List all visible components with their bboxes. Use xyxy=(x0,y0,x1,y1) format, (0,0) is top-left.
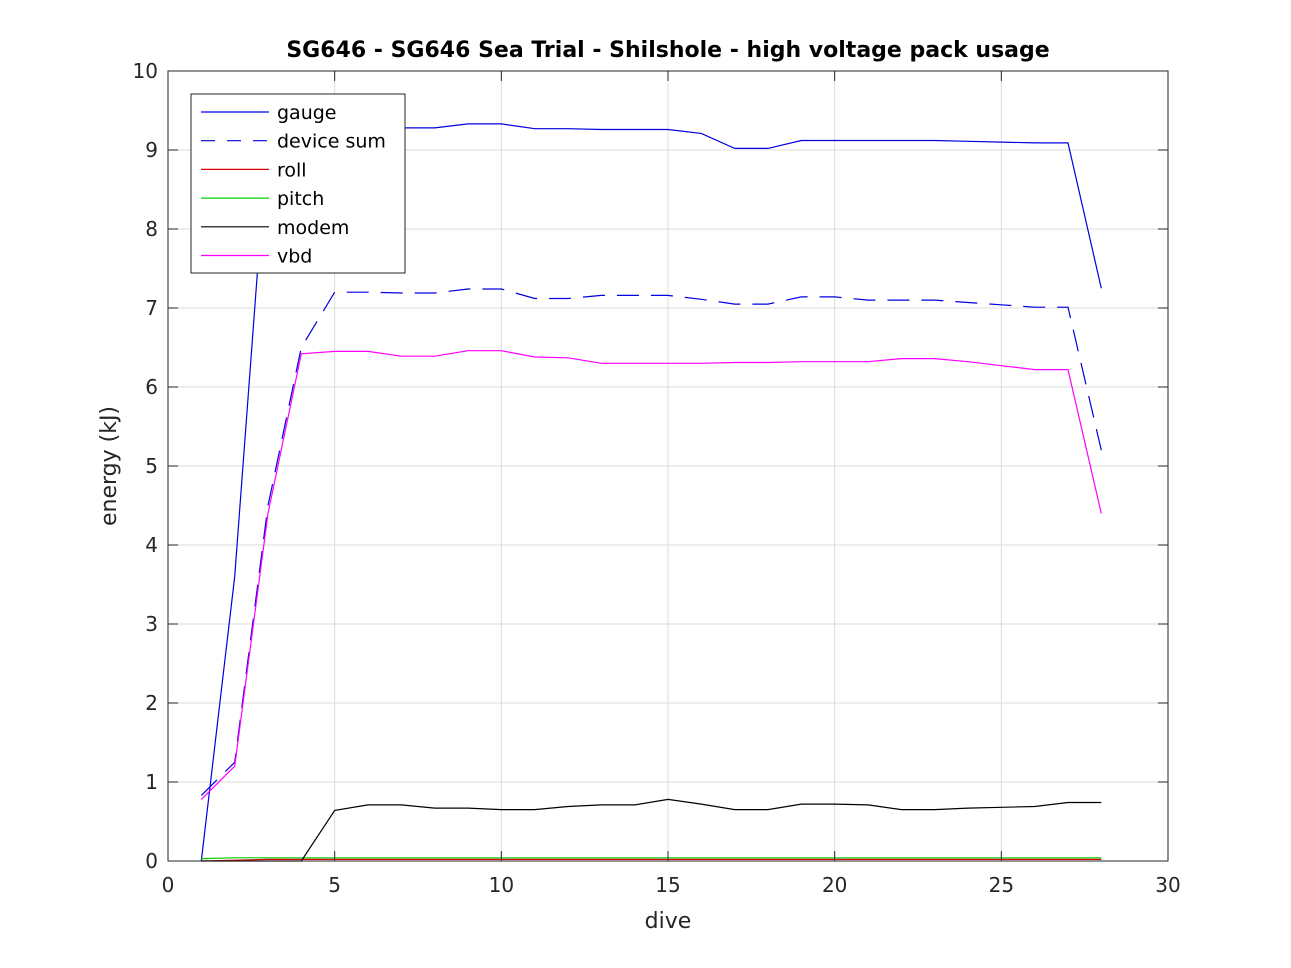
y-tick-label: 6 xyxy=(145,375,158,399)
y-tick-label: 2 xyxy=(145,691,158,715)
y-axis-label: energy (kJ) xyxy=(97,406,122,526)
x-axis-label: dive xyxy=(645,909,692,934)
y-tick-label: 5 xyxy=(145,454,158,478)
series-line-device-sum xyxy=(200,288,1102,796)
legend: gauge device sum roll pitch modem vbd xyxy=(190,93,406,274)
series-line-roll xyxy=(201,858,1102,862)
x-tick-label: 0 xyxy=(162,873,175,897)
x-tick-label: 30 xyxy=(1155,873,1180,897)
legend-label: pitch xyxy=(277,188,324,210)
x-tick-label: 15 xyxy=(655,873,680,897)
legend-label: roll xyxy=(277,159,307,181)
y-tick-label: 9 xyxy=(145,138,158,162)
y-tick-label: 7 xyxy=(145,296,158,320)
series-line-vbd xyxy=(200,350,1102,800)
y-tick-label: 1 xyxy=(145,770,158,794)
y-tick-label: 0 xyxy=(145,849,158,873)
legend-label: vbd xyxy=(277,246,312,268)
series-line-pitch xyxy=(201,857,1102,860)
legend-box xyxy=(190,93,406,274)
legend-label: modem xyxy=(277,217,349,239)
y-tick-label: 3 xyxy=(145,612,158,636)
y-tick-label: 8 xyxy=(145,217,158,241)
y-tick-label: 10 xyxy=(133,59,158,83)
series-line-modem xyxy=(201,798,1102,862)
chart-title: SG646 - SG646 Sea Trial - Shilshole - hi… xyxy=(286,38,1049,63)
x-tick-label: 20 xyxy=(822,873,847,897)
x-tick-label: 10 xyxy=(489,873,514,897)
legend-label: device sum xyxy=(277,131,386,153)
x-tick-label: 25 xyxy=(989,873,1014,897)
x-tick-label: 5 xyxy=(328,873,341,897)
legend-label: gauge xyxy=(277,102,337,124)
ticks: 0 5 10 15 20 25 30 0 1 2 3 4 5 6 7 8 9 10 xyxy=(133,59,1181,897)
y-tick-label: 4 xyxy=(145,533,158,557)
